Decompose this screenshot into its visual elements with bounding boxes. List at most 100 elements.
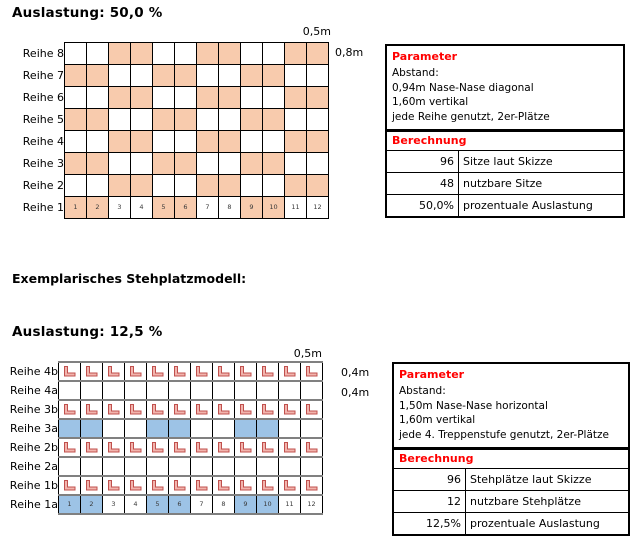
standing-spot-L-icon bbox=[64, 442, 76, 453]
seat-cell bbox=[284, 64, 307, 87]
parameter-line: jede Reihe genutzt, 2er-Plätze bbox=[392, 110, 550, 123]
standing-spot-L-icon bbox=[130, 442, 142, 453]
step-cell bbox=[212, 475, 235, 496]
seat-cell bbox=[108, 42, 131, 65]
standing-spot-L-icon bbox=[240, 404, 252, 415]
seat-cell bbox=[284, 130, 307, 153]
step-cell bbox=[256, 399, 279, 420]
seat-cell bbox=[218, 86, 241, 109]
seat-cell bbox=[196, 152, 219, 175]
step-cell bbox=[234, 380, 257, 401]
seat-cell bbox=[174, 42, 197, 65]
seat-cell: 10 bbox=[262, 196, 285, 219]
seat-cell bbox=[86, 108, 109, 131]
parameter-header: Parameter bbox=[392, 50, 458, 63]
seat-cell: 2 bbox=[86, 196, 109, 219]
step-cell bbox=[212, 418, 235, 439]
standing-spot-L-icon bbox=[64, 404, 76, 415]
step-cell bbox=[102, 475, 125, 496]
seat-cell bbox=[306, 152, 329, 175]
seat-cell bbox=[174, 108, 197, 131]
step-cell bbox=[190, 456, 213, 477]
seat-cell bbox=[284, 42, 307, 65]
standing-spot-L-icon bbox=[64, 366, 76, 377]
row-label: Reihe 1 bbox=[4, 196, 65, 219]
grid-row: Reihe 2a bbox=[0, 456, 323, 477]
column-number: 4 bbox=[133, 500, 138, 508]
stand-grid-width-dim-label: 0,5m bbox=[293, 347, 322, 360]
step-cell bbox=[102, 456, 125, 477]
standing-spot-L-icon bbox=[152, 366, 164, 377]
step-cell bbox=[256, 456, 279, 477]
standing-model-heading: Exemplarisches Stehplatzmodell: bbox=[12, 271, 247, 286]
calc-label: Stehplätze laut Skizze bbox=[470, 473, 592, 486]
step-cell bbox=[80, 418, 103, 439]
step-cell: 6 bbox=[168, 494, 191, 515]
grid-row: Reihe 7 bbox=[4, 64, 329, 87]
seat-cell: 4 bbox=[130, 196, 153, 219]
step-cell bbox=[234, 418, 257, 439]
seat-cell: 1 bbox=[64, 196, 87, 219]
step-cell bbox=[256, 418, 279, 439]
parameter-line: jede 4. Treppenstufe genutzt, 2er-Plätze bbox=[399, 428, 609, 441]
standing-spot-L-icon bbox=[86, 404, 98, 415]
seat-cell bbox=[152, 42, 175, 65]
seat-cell bbox=[306, 108, 329, 131]
column-number: 5 bbox=[155, 500, 160, 508]
step-cell: 5 bbox=[146, 494, 169, 515]
standing-grid: Reihe 4b Reihe 4a Reihe 3b Reihe 3a Reihe 2b… bbox=[0, 361, 323, 515]
grid-row: Reihe 3 bbox=[4, 152, 329, 175]
step-cell bbox=[58, 361, 81, 382]
seat-cell bbox=[196, 86, 219, 109]
standing-spot-L-icon bbox=[218, 366, 230, 377]
seat-cell bbox=[130, 152, 153, 175]
seat-cell bbox=[130, 86, 153, 109]
seat-cell bbox=[240, 64, 263, 87]
seat-cell bbox=[130, 64, 153, 87]
standing-spot-L-icon bbox=[284, 404, 296, 415]
row-label: Reihe 2a bbox=[0, 457, 59, 476]
column-number: 5 bbox=[161, 203, 166, 211]
seat-cell: 5 bbox=[152, 196, 175, 219]
step-cell bbox=[102, 399, 125, 420]
step-cell bbox=[278, 380, 301, 401]
column-number: 8 bbox=[227, 203, 232, 211]
parameter-line: Abstand: bbox=[392, 67, 439, 79]
step-cell bbox=[168, 437, 191, 458]
seat-cell: 11 bbox=[284, 196, 307, 219]
grid-row: Reihe 3a bbox=[0, 418, 323, 439]
standing-utilization-title: Auslastung: 12,5 % bbox=[12, 324, 163, 340]
step-cell bbox=[190, 418, 213, 439]
seat-cell bbox=[218, 108, 241, 131]
column-number: 6 bbox=[177, 500, 182, 508]
step-cell bbox=[168, 418, 191, 439]
step-cell bbox=[168, 475, 191, 496]
calculation-row: 96 Sitze laut Skizze bbox=[387, 151, 623, 172]
stand-parameter-box: Parameter Abstand: 1,50m Nase-Nase horiz… bbox=[392, 362, 630, 536]
calculation-header: Berechnung bbox=[387, 132, 623, 151]
step-cell bbox=[124, 437, 147, 458]
step-cell bbox=[278, 418, 301, 439]
step-cell bbox=[256, 361, 279, 382]
calculation-row: 12 nutzbare Stehplätze bbox=[394, 490, 628, 512]
grid-row: Reihe 2 bbox=[4, 174, 329, 197]
step-cell bbox=[278, 361, 301, 382]
standing-spot-L-icon bbox=[262, 404, 274, 415]
standing-spot-L-icon bbox=[218, 404, 230, 415]
seat-cell bbox=[64, 174, 87, 197]
row-label: Reihe 4 bbox=[4, 130, 65, 153]
calc-label: nutzbare Sitze bbox=[463, 177, 543, 190]
seat-cell bbox=[196, 130, 219, 153]
step-cell bbox=[212, 456, 235, 477]
step-cell bbox=[168, 361, 191, 382]
calc-value: 12 bbox=[394, 491, 466, 512]
step-cell bbox=[212, 399, 235, 420]
column-number: 1 bbox=[67, 500, 72, 508]
seat-cell bbox=[86, 174, 109, 197]
seat-cell bbox=[108, 108, 131, 131]
step-cell bbox=[58, 399, 81, 420]
grid-row: Reihe 6 bbox=[4, 86, 329, 109]
step-cell: 10 bbox=[256, 494, 279, 515]
standing-spot-L-icon bbox=[284, 480, 296, 491]
seat-cell bbox=[108, 174, 131, 197]
